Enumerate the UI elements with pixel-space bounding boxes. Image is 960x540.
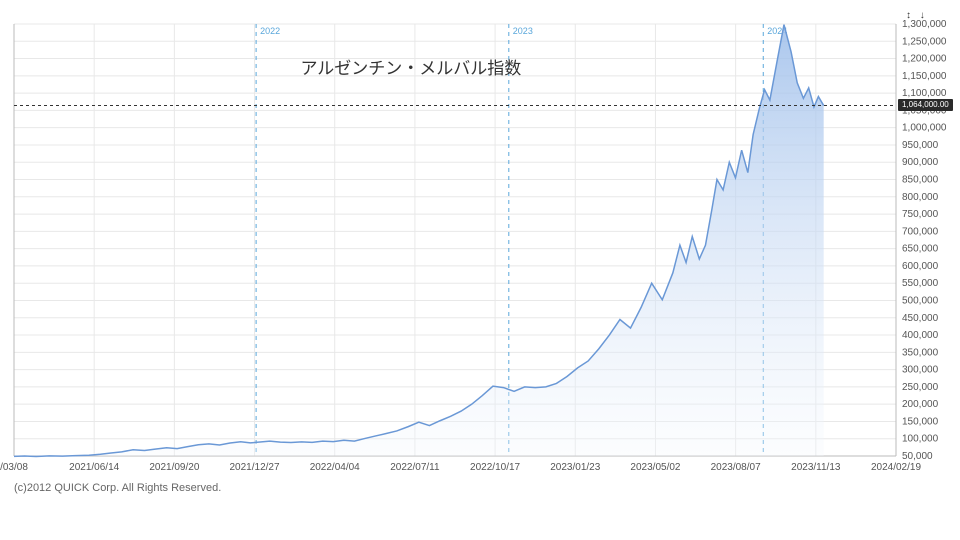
x-tick-label: 2023/08/07 <box>711 462 761 473</box>
y-tick-label: 1,250,000 <box>902 36 947 47</box>
y-tick-label: 150,000 <box>902 416 939 427</box>
year-marker-label: 2022 <box>260 26 280 36</box>
x-tick-label: /03/08 <box>0 462 28 473</box>
current-value-text: 1,064,000.00 <box>902 100 949 109</box>
y-tick-label: 700,000 <box>902 226 939 237</box>
y-tick-label: 600,000 <box>902 261 939 272</box>
x-tick-label: 2023/11/13 <box>791 462 841 473</box>
y-tick-label: 1,150,000 <box>902 71 947 82</box>
y-tick-label: 300,000 <box>902 365 939 376</box>
chart-container: 50,000 100,000 150,000 200,000 250,000 300,00… <box>0 0 960 540</box>
x-tick-label: 2023/05/02 <box>630 462 680 473</box>
chart-title: アルゼンチン・メルバル指数 <box>300 59 521 78</box>
x-tick-label: 2021/12/27 <box>230 462 280 473</box>
y-tick-label: 550,000 <box>902 278 939 289</box>
y-tick-label: 950,000 <box>902 140 939 151</box>
y-tick-label: 1,100,000 <box>902 88 947 99</box>
y-tick-label: 350,000 <box>902 347 939 358</box>
y-tick-label: 450,000 <box>902 313 939 324</box>
area-fill <box>14 25 824 457</box>
y-tick-label: 800,000 <box>902 192 939 203</box>
x-tick-label: 2024/02/19 <box>871 462 921 473</box>
year-marker-label: 2023 <box>513 26 533 36</box>
copyright: (c)2012 QUICK Corp. All Rights Reserved. <box>14 482 221 494</box>
x-tick-label: 2021/09/20 <box>149 462 199 473</box>
y-tick-label: 200,000 <box>902 399 939 410</box>
y-tick-label: 500,000 <box>902 295 939 306</box>
y-tick-label: 900,000 <box>902 157 939 168</box>
chart-svg: 50,000 100,000 150,000 200,000 250,000 300,00… <box>0 0 960 540</box>
x-tick-label: 2022/10/17 <box>470 462 520 473</box>
y-tick-label: 650,000 <box>902 244 939 255</box>
y-tick-label: 400,000 <box>902 330 939 341</box>
x-tick-label: 2022/07/11 <box>390 462 440 473</box>
x-tick-label: 2022/04/04 <box>310 462 360 473</box>
y-tick-label: 1,000,000 <box>902 123 947 134</box>
x-tick-label: 2023/01/23 <box>550 462 600 473</box>
y-tick-label: 1,200,000 <box>902 54 947 65</box>
y-tick-label: 850,000 <box>902 175 939 186</box>
y-tick-label: 250,000 <box>902 382 939 393</box>
axis-arrows: ↕ ↓ <box>906 10 928 21</box>
y-tick-label: 750,000 <box>902 209 939 220</box>
y-tick-label: 100,000 <box>902 434 939 445</box>
current-value-badge: 1,064,000.00 <box>898 99 953 111</box>
y-tick-label: 50,000 <box>902 451 933 462</box>
x-tick-label: 2021/06/14 <box>69 462 119 473</box>
